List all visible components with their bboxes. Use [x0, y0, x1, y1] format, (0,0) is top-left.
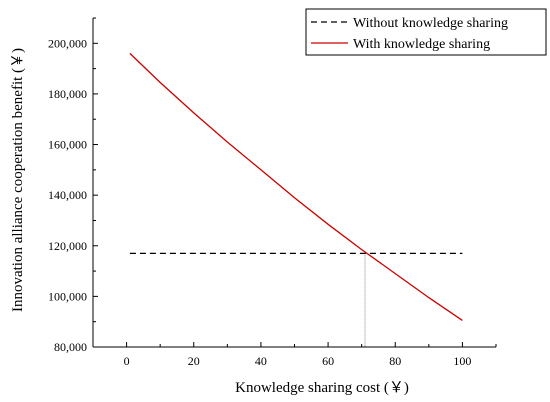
- legend: Without knowledge sharing With knowledge…: [305, 8, 547, 56]
- x-tick-label: 40: [255, 354, 267, 368]
- series-layer: [129, 52, 463, 321]
- y-tick-label: 120,000: [48, 239, 87, 253]
- y-tick-label: 160,000: [48, 138, 87, 152]
- y-tick-label: 100,000: [48, 289, 87, 303]
- series-line-1: [129, 52, 463, 321]
- x-axis-title: Knowledge sharing cost (￥): [235, 380, 409, 396]
- y-tick-label: 80,000: [54, 340, 87, 354]
- y-tick-label: 140,000: [48, 188, 87, 202]
- x-tick-label: 0: [124, 354, 130, 368]
- y-axis-title: Innovation alliance cooperation benefit …: [10, 48, 26, 312]
- legend-label-without: Without knowledge sharing: [353, 16, 508, 31]
- x-axis: 0 20 40 60 80 100: [92, 342, 497, 368]
- x-tick-label: 20: [188, 354, 200, 368]
- y-tick-label: 200,000: [48, 36, 87, 50]
- plot-area: [92, 18, 496, 348]
- x-tick-label: 100: [453, 354, 471, 368]
- legend-label-with: With knowledge sharing: [353, 37, 490, 52]
- x-tick-label: 80: [389, 354, 401, 368]
- y-tick-label: 180,000: [48, 87, 87, 101]
- y-axis: 80,000 100,000 120,000 140,000 160,000 180,00…: [48, 17, 98, 354]
- x-tick-label: 60: [322, 354, 334, 368]
- legend-box: [305, 8, 547, 56]
